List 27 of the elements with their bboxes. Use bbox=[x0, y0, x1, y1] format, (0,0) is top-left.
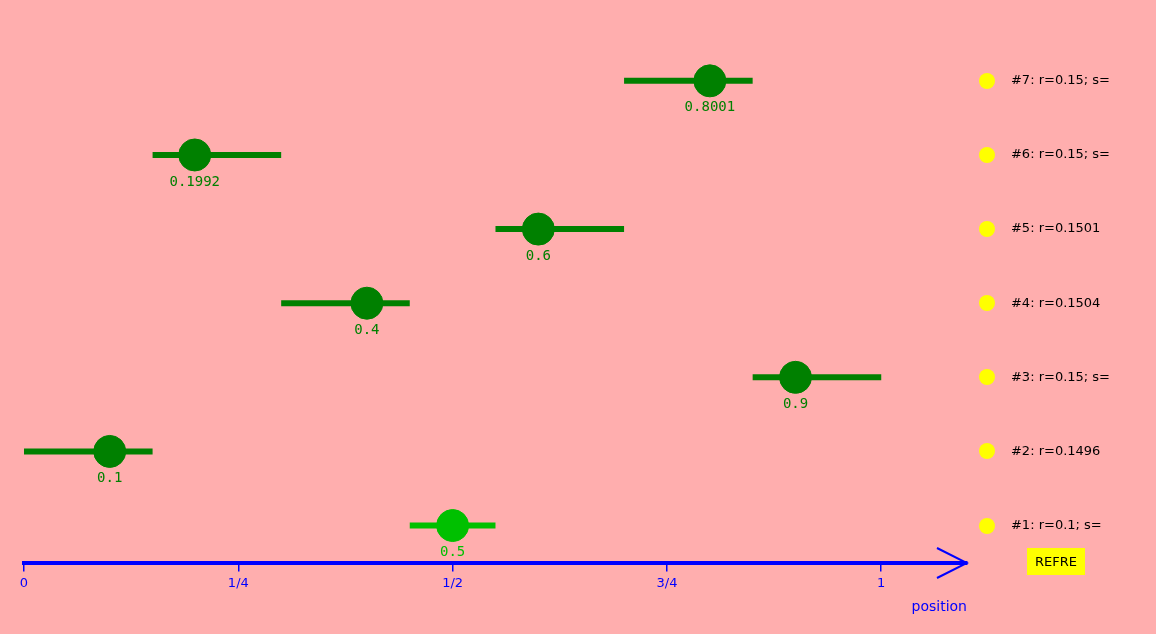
data-label: 0.5 bbox=[439, 543, 466, 560]
y-tick-label: #7: r=0.15; s= bbox=[1010, 72, 1111, 88]
point bbox=[350, 286, 384, 320]
data-label: 0.8001 bbox=[684, 98, 736, 115]
y-tick-label: #6: r=0.15; s= bbox=[1010, 146, 1111, 162]
point bbox=[779, 360, 813, 394]
data-label: 0.6 bbox=[525, 246, 551, 263]
point bbox=[436, 509, 470, 543]
data-label: 0.1 bbox=[97, 469, 123, 486]
y-tick-label: #5: r=0.1501 bbox=[1010, 220, 1101, 236]
data-label: 0.9 bbox=[782, 394, 809, 411]
y-tick-label: #1: r=0.1; s= bbox=[1010, 516, 1102, 532]
y-tick-label: #2: r=0.1496 bbox=[1010, 442, 1101, 458]
data-label: 0.1992 bbox=[169, 172, 221, 189]
x-tick-label: 1 bbox=[877, 574, 886, 590]
point bbox=[693, 64, 727, 98]
point bbox=[521, 212, 555, 246]
data-label: 0.4 bbox=[354, 320, 380, 337]
y-tick-label: #4: r=0.1504 bbox=[1010, 294, 1101, 310]
point bbox=[93, 434, 127, 468]
point bbox=[178, 138, 212, 172]
x-tick-label: 1/2 bbox=[442, 574, 464, 590]
x-tick-label: 0 bbox=[19, 574, 29, 590]
x-tick-label: 1/4 bbox=[227, 574, 249, 590]
x-axis-title: position bbox=[911, 598, 967, 615]
x-tick-label: 3/4 bbox=[656, 574, 678, 590]
y-tick-label: #3: r=0.15; s= bbox=[1010, 368, 1111, 384]
